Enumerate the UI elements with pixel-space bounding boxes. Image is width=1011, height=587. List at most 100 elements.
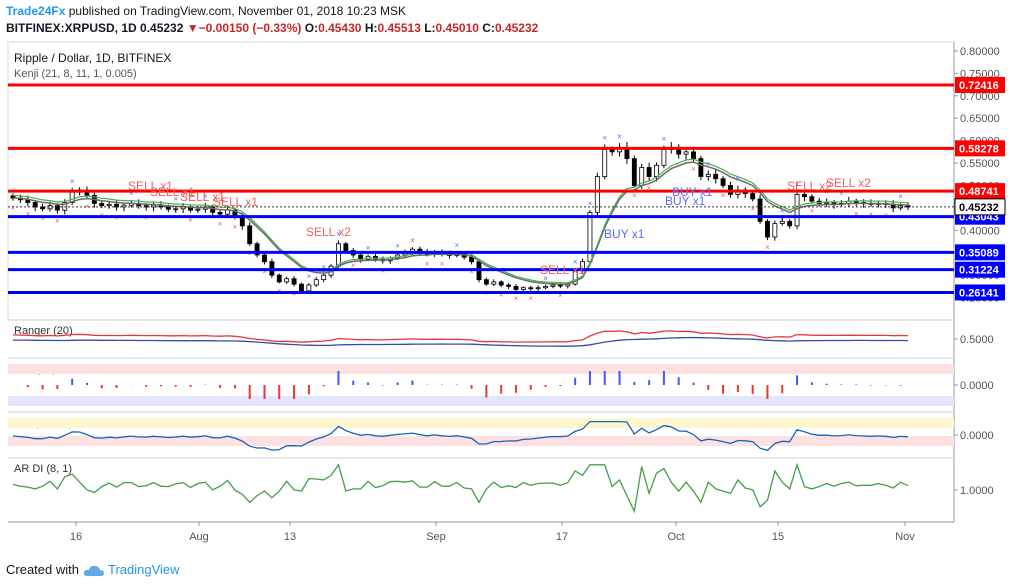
- signal-marker: ×: [11, 204, 16, 213]
- candle-body: [284, 278, 290, 283]
- signal-marker: ×: [233, 222, 238, 231]
- level-tag: [955, 284, 1005, 301]
- signal-label: SELL x1: [180, 190, 225, 204]
- x-tick-label: 17: [556, 531, 568, 543]
- signal-marker: ×: [129, 189, 134, 198]
- signal-marker: ×: [706, 160, 711, 169]
- candle-body: [520, 287, 526, 290]
- signal-marker: ×: [203, 192, 208, 201]
- candle-body: [143, 205, 149, 208]
- candle-body: [491, 281, 497, 285]
- signal-marker: ×: [810, 207, 815, 216]
- ranger-upper-line: [12, 330, 909, 343]
- signal-marker: ×: [55, 217, 60, 226]
- x-tick-label: Nov: [895, 531, 915, 543]
- pane-tick-label: 0.5000: [960, 334, 994, 346]
- tdi-lower-band: [8, 436, 954, 446]
- candle-body: [262, 254, 267, 263]
- y-tick-label: 0.80000: [960, 46, 1000, 58]
- signal-marker: ×: [40, 214, 45, 223]
- publisher-name[interactable]: Trade24Fx: [6, 4, 66, 18]
- signal-marker: ×: [795, 180, 800, 189]
- candle-body: [54, 205, 60, 211]
- x-tick-label: Oct: [667, 531, 684, 543]
- signal-marker: ×: [85, 202, 90, 211]
- signal-label: BUY x1: [665, 194, 706, 208]
- signal-marker: ×: [188, 216, 193, 225]
- candle-body: [121, 204, 127, 208]
- signal-label: SELL x1: [128, 179, 173, 193]
- candle-body: [609, 149, 615, 153]
- open-value: 0.45430: [318, 21, 362, 35]
- signal-marker: ×: [780, 207, 785, 216]
- candle-body: [469, 256, 475, 263]
- msi-upper-band: [8, 364, 954, 374]
- candle-body: [173, 208, 179, 211]
- symbol-header: BITFINEX:XRPUSD, 1D 0.45232 ▼−0.00150 (−…: [6, 21, 539, 35]
- candle-body: [306, 284, 312, 292]
- candle-body: [40, 206, 46, 210]
- signal-marker: ×: [839, 189, 844, 198]
- last-price: 0.45232: [140, 21, 184, 35]
- signal-marker: ×: [277, 286, 282, 295]
- y-tick-label: 0.70000: [960, 91, 1000, 103]
- candle-body: [691, 151, 696, 159]
- signal-marker: ×: [395, 242, 400, 251]
- high-value: 0.45513: [377, 21, 421, 35]
- tradingview-link[interactable]: TradingView: [108, 562, 180, 577]
- candle-body: [247, 225, 253, 245]
- level-tag-label: 0.26141: [959, 287, 999, 299]
- signal-marker: ×: [514, 294, 519, 303]
- pane-title: AR DI (8, 1): [14, 463, 72, 475]
- pane-tick-label: 1.0000: [960, 485, 994, 497]
- candle-body: [528, 287, 534, 290]
- candle-body: [631, 158, 637, 186]
- created-with-label: Created with: [6, 562, 79, 577]
- pane-tick-label: 0.0000: [960, 380, 994, 392]
- candle-body: [713, 173, 719, 180]
- candle-body: [299, 283, 304, 292]
- signal-marker: ×: [647, 184, 652, 193]
- x-tick-label: Aug: [189, 531, 209, 543]
- ardi-line: [12, 462, 909, 514]
- candle-body: [106, 203, 112, 207]
- candle-body: [787, 220, 793, 227]
- signal-marker: ×: [410, 236, 415, 245]
- candle-body: [217, 211, 223, 215]
- candle-body: [254, 243, 260, 256]
- candle-body: [336, 243, 341, 267]
- signal-label: BUY x1: [604, 227, 645, 241]
- signal-marker: ×: [440, 259, 445, 268]
- candle-body: [661, 149, 667, 166]
- candle-body: [313, 279, 319, 286]
- msi-lower-band: [8, 396, 954, 406]
- pane-title: Ranger (20): [14, 325, 73, 337]
- signal-marker: ×: [173, 195, 178, 204]
- signal-marker: ×: [588, 199, 593, 208]
- candle-body: [483, 279, 489, 285]
- candle-body: [750, 193, 756, 200]
- level-tag-label: 0.72416: [959, 80, 999, 92]
- level-tag: [955, 183, 1005, 200]
- candle-body: [809, 196, 815, 202]
- candle-body: [705, 173, 711, 177]
- candle-body: [654, 164, 659, 177]
- y-tick-label: 0.65000: [960, 113, 1000, 125]
- candle-body: [557, 284, 563, 287]
- candle-body: [291, 278, 297, 285]
- level-tag-label: 0.48741: [959, 186, 999, 198]
- candle-body: [543, 285, 548, 289]
- candle-body: [506, 284, 512, 287]
- level-tag: [955, 261, 1005, 278]
- signal-marker: ×: [558, 291, 563, 300]
- tdi-upper-band: [8, 418, 954, 428]
- signal-marker: ×: [336, 229, 341, 238]
- signal-marker: ×: [573, 257, 578, 266]
- signal-marker: ×: [543, 274, 548, 283]
- candle-body: [720, 178, 726, 186]
- signal-label: SELL x2: [826, 176, 871, 190]
- candle-body: [802, 194, 807, 198]
- last-price-tag: [954, 198, 1006, 216]
- signal-marker: ×: [898, 192, 903, 201]
